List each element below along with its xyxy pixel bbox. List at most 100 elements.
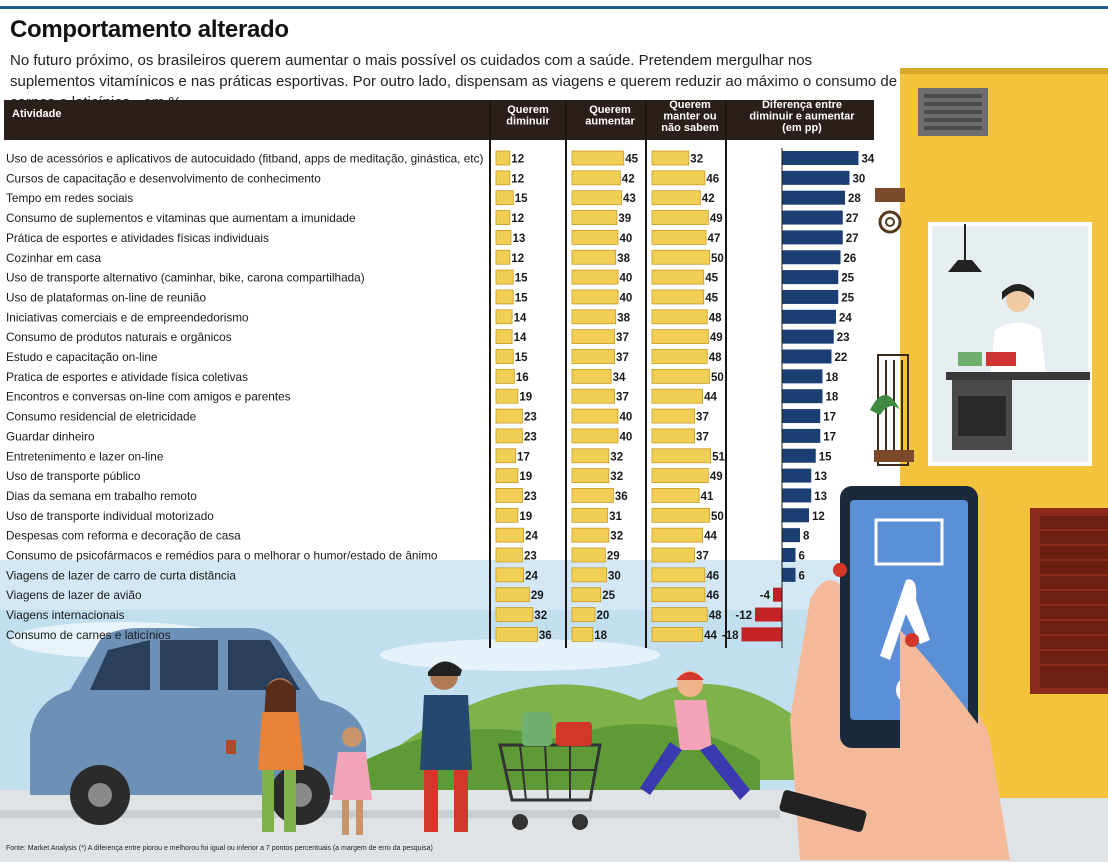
column-header-aumentar: aumentar	[585, 116, 635, 128]
bar-manter	[651, 269, 705, 285]
bar-aumentar	[571, 249, 617, 265]
bar-manter	[651, 249, 710, 265]
data-label-diferenca: 18	[826, 372, 839, 384]
top-rule	[0, 6, 1108, 9]
data-label-diminuir: 19	[519, 471, 532, 483]
row-label: Despesas com reforma e decoração de casa	[6, 529, 241, 543]
bar-diminuir	[495, 289, 514, 305]
data-label-manter: 45	[705, 273, 718, 285]
data-label-aumentar: 38	[617, 312, 630, 324]
data-label-diminuir: 15	[515, 273, 528, 285]
data-label-diferenca: 17	[823, 431, 836, 443]
bar-manter	[651, 329, 709, 345]
data-label-manter: 46	[706, 173, 719, 185]
bar-diferenca	[782, 488, 812, 503]
data-label-diminuir: 36	[539, 630, 552, 642]
bar-aumentar	[571, 527, 610, 543]
bar-diferenca	[782, 528, 800, 543]
row-label: Consumo de produtos naturais e orgânicos	[6, 330, 232, 344]
bar-aumentar	[571, 567, 607, 583]
row-label: Prática de esportes e atividades físicas…	[6, 231, 269, 245]
data-label-diferenca: -4	[760, 590, 771, 602]
bar-diminuir	[495, 190, 514, 206]
bar-diminuir	[495, 627, 538, 642]
bar-diferenca	[782, 190, 845, 205]
column-header-aumentar: Querem	[589, 104, 631, 116]
column-header-manter: manter ou	[663, 111, 716, 123]
bar-manter	[651, 349, 708, 364]
data-label-diferenca: 18	[826, 392, 839, 404]
row-label: Entretenimento e lazer on-line	[6, 449, 164, 463]
bar-diminuir	[495, 249, 511, 265]
bar-aumentar	[571, 587, 602, 603]
data-label-manter: 46	[706, 570, 719, 582]
bar-manter	[651, 547, 695, 563]
bar-manter	[651, 368, 710, 384]
data-label-manter: 50	[711, 372, 724, 384]
row-label: Consumo de psicofármacos e remédios para…	[6, 549, 438, 563]
chart-title: Comportamento alterado	[10, 16, 289, 43]
bar-diminuir	[495, 309, 513, 325]
data-label-diferenca: 6	[799, 551, 805, 563]
data-label-aumentar: 30	[608, 570, 621, 582]
bar-aumentar	[571, 269, 619, 285]
data-label-aumentar: 36	[615, 491, 628, 503]
column-header-manter: Querem	[669, 99, 711, 111]
data-label-diminuir: 17	[517, 451, 530, 463]
bar-diminuir	[495, 428, 523, 444]
column-header-diferenca: diminuir e aumentar	[749, 111, 855, 123]
data-label-diminuir: 23	[524, 551, 537, 563]
data-label-diferenca: 17	[823, 412, 836, 424]
bar-aumentar	[571, 150, 625, 166]
bar-manter	[651, 309, 708, 325]
data-label-aumentar: 29	[607, 551, 620, 563]
bar-diferenca	[782, 230, 843, 245]
row-label: Cozinhar em casa	[6, 251, 102, 265]
data-label-aumentar: 18	[594, 630, 607, 642]
row-label: Pratica de esportes e atividade física c…	[6, 370, 248, 384]
data-label-manter: 44	[704, 392, 717, 404]
data-label-aumentar: 37	[616, 352, 629, 364]
bar-diminuir	[495, 547, 523, 563]
data-label-manter: 37	[696, 412, 709, 424]
bar-aumentar	[571, 448, 610, 464]
bar-diminuir	[495, 368, 515, 384]
data-label-manter: 49	[710, 471, 723, 483]
bar-diferenca	[782, 270, 839, 285]
data-label-aumentar: 40	[620, 431, 633, 443]
data-label-diferenca: 25	[841, 292, 854, 304]
bar-diminuir	[495, 488, 523, 503]
bar-diminuir	[495, 408, 523, 424]
bar-diferenca	[782, 170, 850, 185]
data-label-diminuir: 32	[534, 610, 547, 622]
bar-manter	[651, 229, 707, 245]
column-header-diferenca: Diferença entre	[762, 99, 842, 111]
data-label-aumentar: 37	[616, 332, 629, 344]
data-label-diminuir: 24	[525, 531, 538, 543]
row-label: Consumo de carnes e laticínios	[6, 628, 171, 642]
bar-diferenca	[782, 151, 859, 165]
data-label-diminuir: 16	[516, 372, 529, 384]
bar-diferenca	[782, 309, 836, 324]
data-label-diferenca: 26	[844, 253, 857, 265]
bar-diferenca	[782, 409, 821, 424]
data-label-diferenca: 27	[846, 233, 859, 245]
data-label-manter: 51	[712, 451, 725, 463]
bar-manter	[651, 190, 701, 206]
bar-manter	[651, 607, 708, 622]
row-label: Encontros e conversas on-line com amigos…	[6, 390, 291, 404]
data-label-manter: 41	[701, 491, 714, 503]
bar-aumentar	[571, 627, 594, 642]
data-label-diferenca: 13	[814, 491, 827, 503]
data-label-diferenca: 27	[846, 213, 859, 225]
column-header-diminuir: Querem	[507, 104, 549, 116]
data-label-diminuir: 15	[515, 352, 528, 364]
data-label-diminuir: 19	[519, 392, 532, 404]
data-label-diferenca: 15	[819, 451, 832, 463]
data-label-manter: 49	[710, 213, 723, 225]
bar-diminuir	[495, 587, 530, 603]
bar-aumentar	[571, 488, 614, 503]
bar-diminuir	[495, 329, 513, 345]
